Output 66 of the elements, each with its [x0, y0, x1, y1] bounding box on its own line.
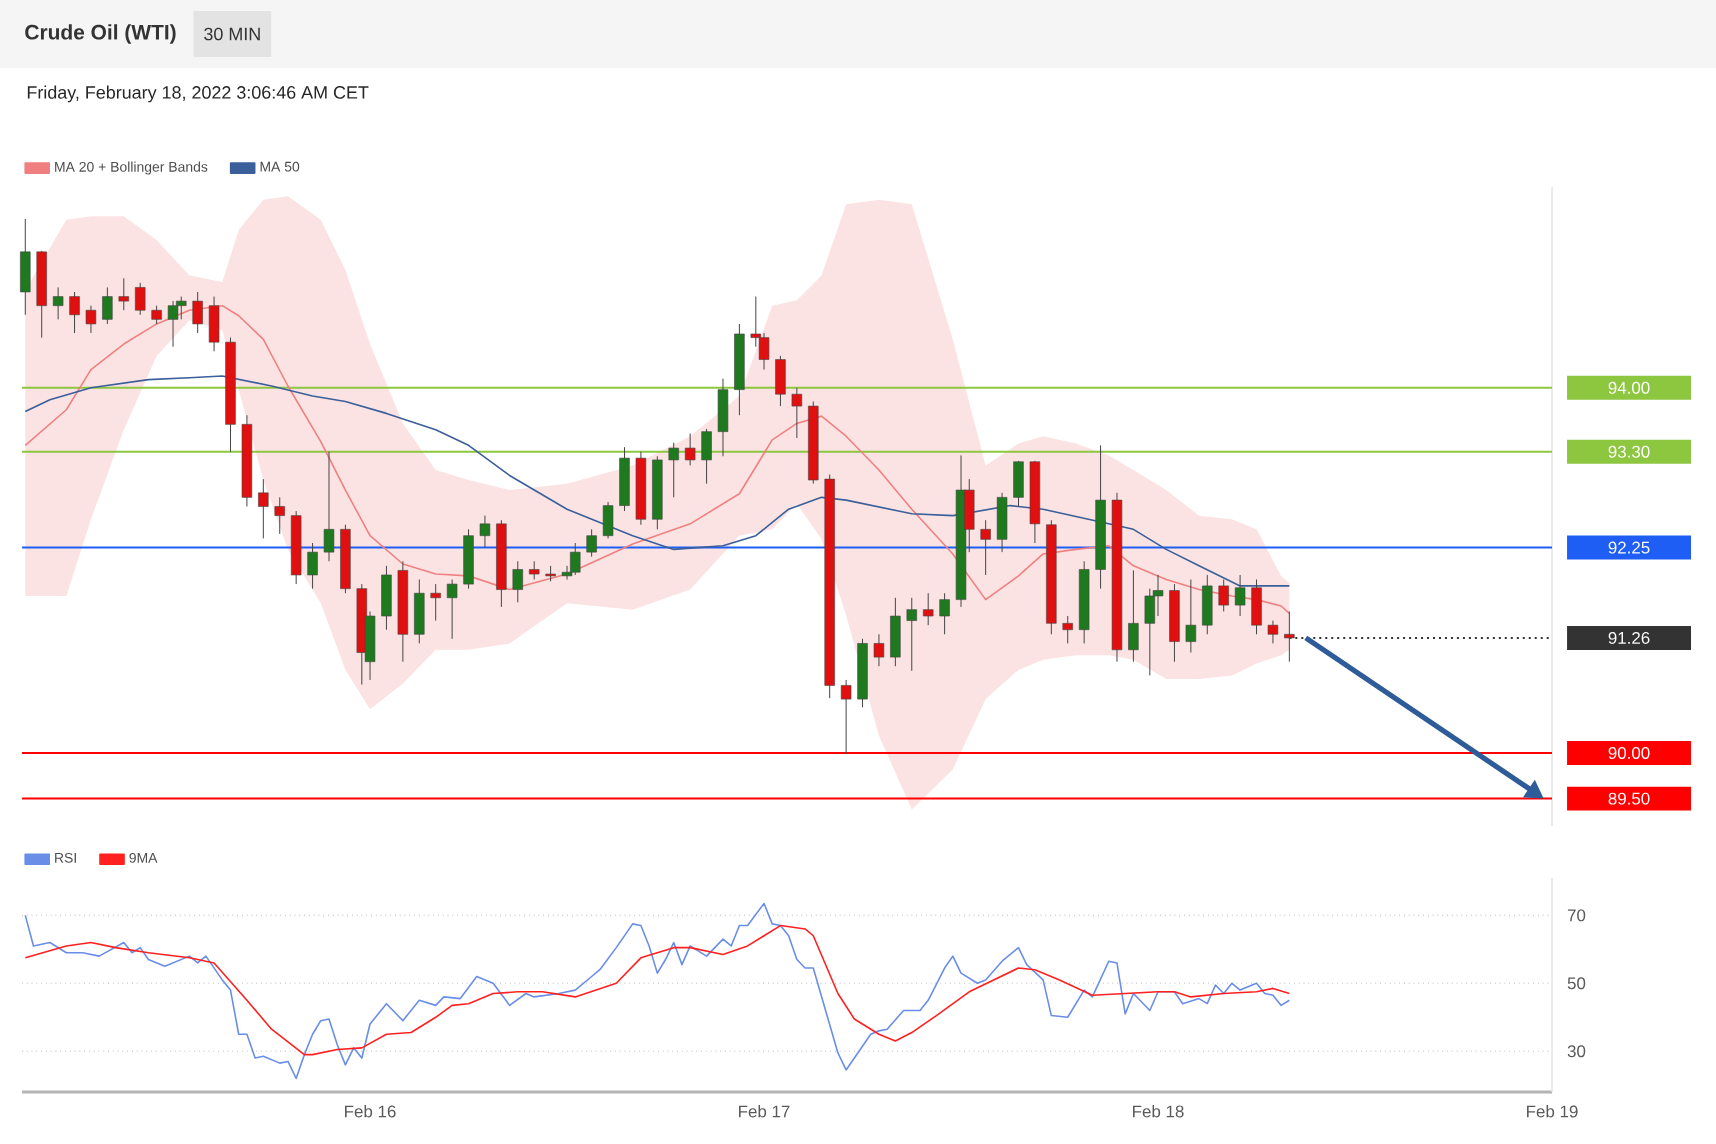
candlestick [1251, 579, 1262, 635]
candlestick [414, 579, 425, 644]
candlestick [1062, 615, 1073, 644]
candlestick [430, 583, 441, 622]
candlestick [980, 519, 991, 576]
y-tick-label: 93.30 [1608, 445, 1650, 458]
x-tick-label: Feb 18 [1133, 1105, 1184, 1118]
x-tick-label: Feb 16 [345, 1105, 396, 1118]
candlestick [134, 282, 146, 316]
candlestick [668, 442, 679, 498]
candlestick [873, 633, 885, 667]
candlestick [69, 291, 80, 334]
candlestick [939, 592, 950, 635]
candlestick [922, 592, 934, 626]
candlestick [85, 305, 97, 334]
candlestick [996, 492, 1008, 553]
chart-title: Crude Oil (WTI) [25, 24, 176, 44]
candlestick [1128, 569, 1139, 663]
candlestick [890, 597, 901, 667]
candlestick [479, 515, 491, 549]
candlestick [528, 560, 540, 581]
candlestick [307, 542, 318, 590]
candlestick [840, 679, 852, 755]
candlestick [274, 496, 285, 535]
chart-subtitle: 30 MIN [204, 27, 260, 41]
y-tick-label: 89.50 [1608, 792, 1650, 805]
line-series [24, 902, 1291, 1080]
candlestick [1234, 574, 1246, 617]
candlestick [701, 428, 712, 485]
candlestick [208, 296, 220, 352]
candlestick [512, 560, 523, 603]
y-tick-label: 92.25 [1608, 541, 1650, 554]
candlestick [151, 305, 162, 325]
candlestick [684, 432, 696, 466]
y-tick-label: 30 [1567, 1045, 1586, 1058]
candlestick [717, 378, 729, 457]
candlestick [1267, 620, 1279, 644]
candlestick [1202, 574, 1213, 635]
y-tick-label: 70 [1567, 909, 1586, 922]
candlestick [1185, 579, 1197, 654]
candlestick [192, 291, 203, 334]
candlestick [446, 579, 458, 640]
candlestick [906, 597, 917, 672]
y-tick-label: 90.00 [1608, 746, 1650, 759]
text: Friday, February 18, 2022 3:06:46 AM CET [27, 85, 369, 103]
candlestick [381, 565, 392, 631]
candlestick [52, 286, 64, 320]
candlestick [323, 451, 335, 562]
candlestick [775, 355, 786, 407]
candlestick [1218, 579, 1229, 612]
y-tick-label: 91.26 [1608, 631, 1650, 644]
candlestick [102, 286, 113, 325]
candlestick [118, 277, 130, 311]
candlestick [602, 501, 614, 539]
y-tick-label: 94.00 [1608, 381, 1650, 394]
candlestick [586, 528, 597, 558]
candlestick [619, 446, 630, 512]
candlestick [791, 387, 803, 439]
candlestick [258, 478, 269, 539]
candlestick [167, 300, 179, 348]
x-tick-label: Feb 19 [1527, 1105, 1578, 1118]
x-tick-label: Feb 17 [739, 1105, 790, 1118]
candlestick [1013, 460, 1024, 507]
candlestick [1284, 610, 1295, 663]
candlestick [20, 218, 31, 316]
y-tick-label: 50 [1567, 977, 1586, 990]
